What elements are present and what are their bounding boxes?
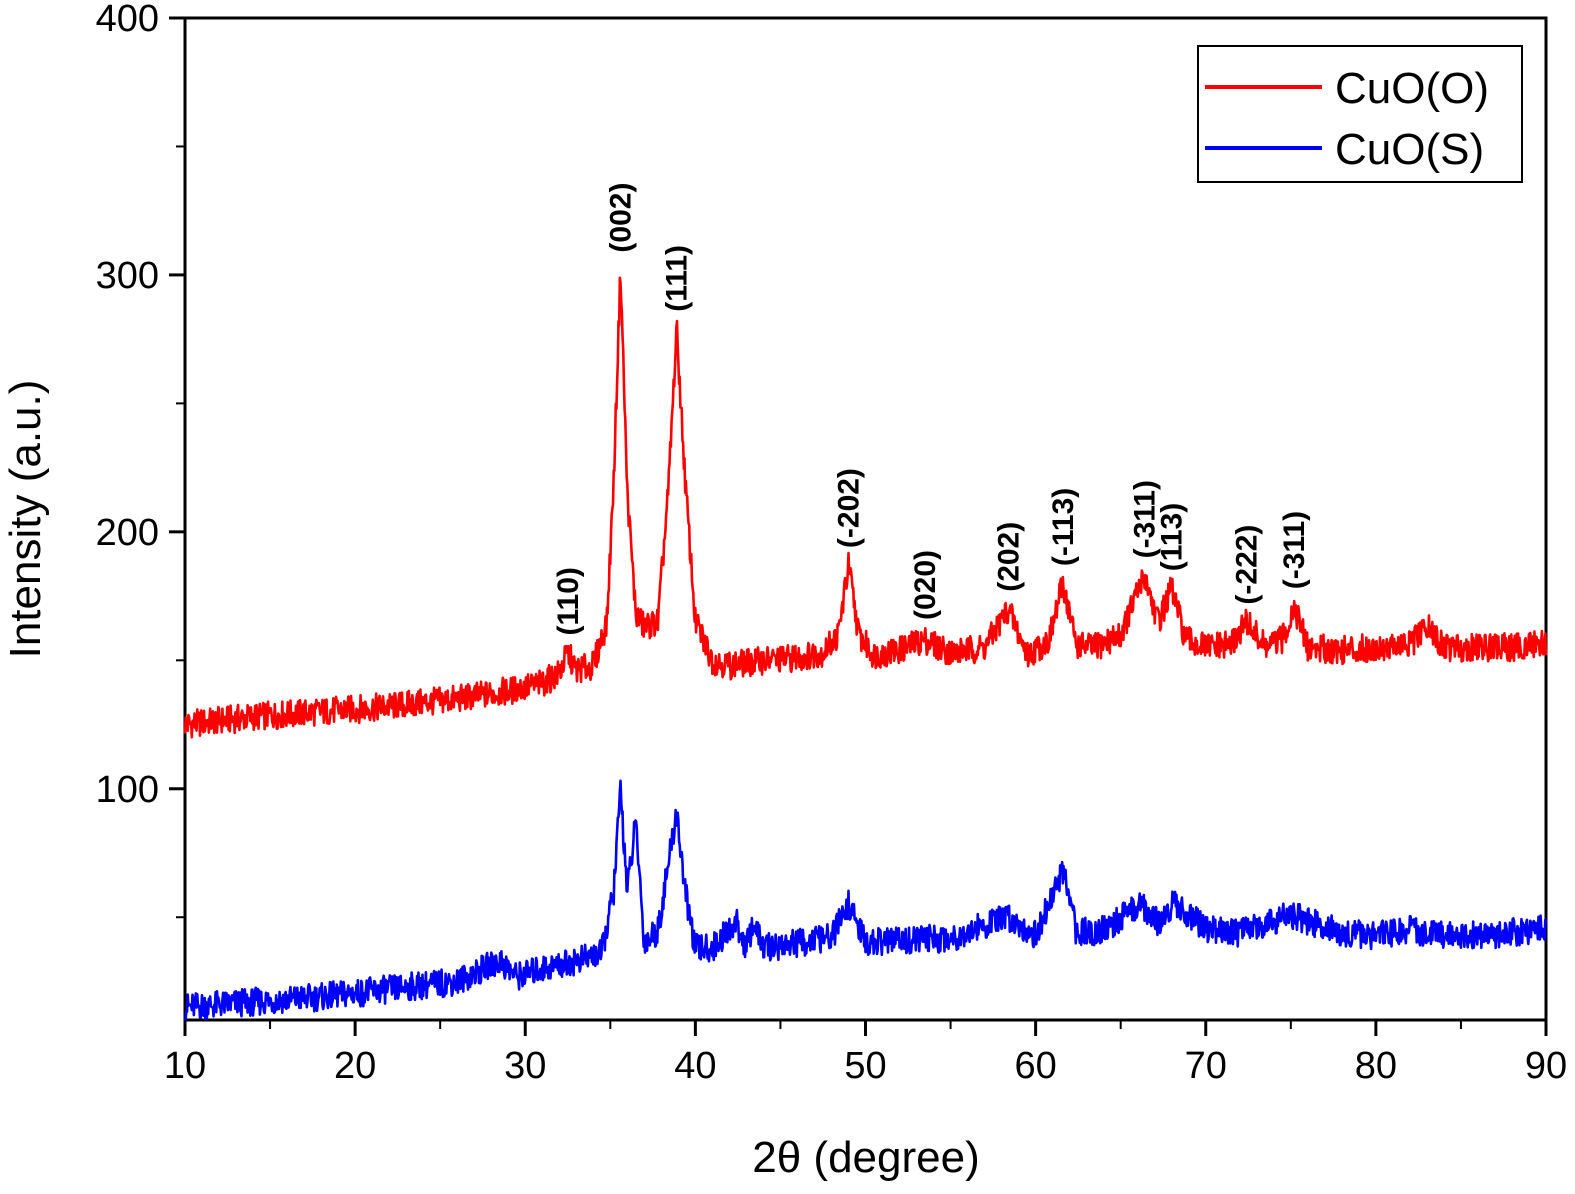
y-tick-label: 200 xyxy=(96,512,159,554)
x-tick-label: 10 xyxy=(164,1045,206,1087)
peak-label: (111) xyxy=(661,245,694,312)
x-tick-label: 60 xyxy=(1014,1045,1056,1087)
series-layer xyxy=(183,276,1548,1022)
x-tick-label: 40 xyxy=(674,1045,716,1087)
legend: CuO(O) CuO(S) xyxy=(1197,45,1523,183)
peak-annotations: (110) (002) (111) (-202) (020) (202) (-113) (-3… xyxy=(552,183,1311,636)
series-line-cuo-o xyxy=(183,276,1548,739)
y-tick-label: 100 xyxy=(96,769,159,811)
y-axis-title: Intensity (a.u.) xyxy=(1,380,50,659)
x-tick-label: 90 xyxy=(1525,1045,1567,1087)
peak-label: (202) xyxy=(992,522,1025,592)
y-axis-ticks: 100 200 300 400 xyxy=(96,0,185,919)
legend-box xyxy=(1197,45,1523,183)
x-tick-label: 30 xyxy=(504,1045,546,1087)
x-tick-label: 50 xyxy=(844,1045,886,1087)
peak-label: (002) xyxy=(605,183,638,253)
x-axis-title: 2θ (degree) xyxy=(752,1133,979,1182)
peak-label: (020) xyxy=(909,550,942,620)
series-line-cuo-s xyxy=(183,779,1548,1022)
peak-label: (-113) xyxy=(1047,488,1080,566)
peak-label: (-311) xyxy=(1129,480,1162,558)
peak-label: (113) xyxy=(1156,503,1189,571)
legend-label-cuo-o: CuO(O) xyxy=(1335,64,1489,113)
x-tick-label: 20 xyxy=(334,1045,376,1087)
y-tick-label: 400 xyxy=(96,0,159,40)
peak-label: (-222) xyxy=(1231,525,1264,605)
y-tick-label: 300 xyxy=(96,255,159,297)
peak-label: (110) xyxy=(552,567,585,635)
peak-label: (-311) xyxy=(1278,511,1311,589)
x-tick-label: 70 xyxy=(1185,1045,1227,1087)
x-axis-ticks: 10 20 30 40 50 60 70 80 90 xyxy=(164,1020,1567,1087)
legend-label-cuo-s: CuO(S) xyxy=(1335,125,1484,174)
peak-label: (-202) xyxy=(833,468,866,548)
x-tick-label: 80 xyxy=(1355,1045,1397,1087)
